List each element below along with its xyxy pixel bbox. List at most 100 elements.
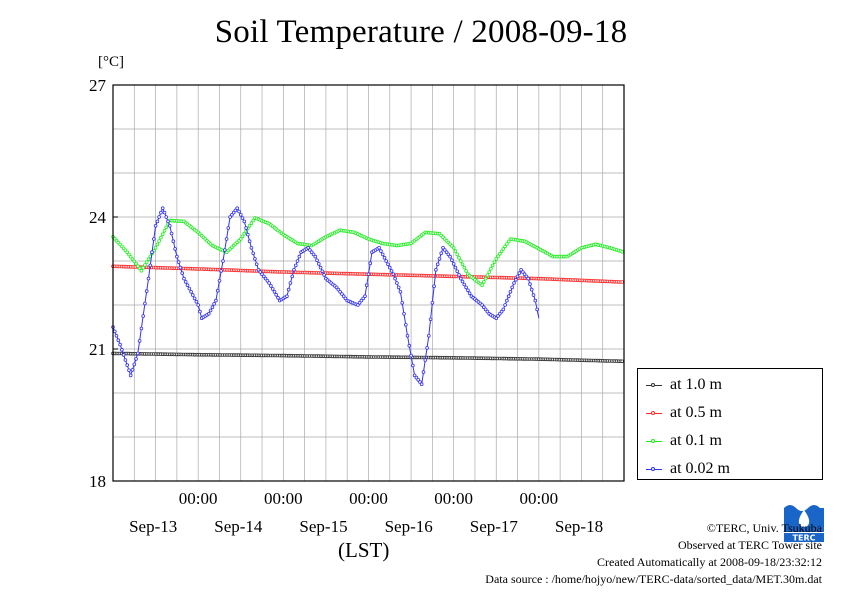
data-point [499, 249, 504, 254]
data-point [128, 254, 133, 259]
data-point [382, 255, 387, 260]
data-point [334, 285, 339, 290]
data-point [426, 333, 431, 338]
data-point [187, 286, 192, 291]
series-layer [111, 206, 625, 387]
data-point [458, 276, 463, 281]
data-point [263, 276, 268, 281]
data-point [306, 246, 311, 250]
data-point [480, 283, 484, 288]
data-point [288, 281, 293, 285]
y-tick-label: 21 [89, 340, 106, 359]
data-point [276, 295, 280, 300]
data-point [240, 216, 245, 220]
data-point [405, 333, 410, 338]
data-point [125, 250, 129, 255]
data-point [198, 309, 202, 314]
data-point [505, 242, 509, 246]
data-point [489, 266, 493, 271]
data-point [428, 317, 433, 322]
data-point [169, 231, 174, 236]
x-tick-time: 00:00 [179, 489, 218, 508]
data-point [251, 218, 256, 223]
data-point [212, 302, 216, 306]
data-point [322, 273, 326, 277]
data-point [481, 280, 486, 284]
data-point [620, 359, 624, 364]
data-point [444, 250, 449, 255]
data-point [451, 262, 456, 266]
data-point [451, 246, 456, 250]
data-point [192, 296, 197, 301]
legend-label: at 0.1 m [670, 432, 722, 449]
data-point [144, 289, 149, 293]
data-point [308, 248, 312, 252]
data-point [214, 298, 218, 303]
y-tick-label: 24 [89, 208, 107, 227]
data-point [338, 289, 342, 294]
axis-labels: 1821242700:00Sep-1300:00Sep-1400:00Sep-1… [89, 76, 603, 536]
data-point [483, 276, 488, 281]
data-point [343, 296, 348, 301]
data-point [258, 270, 263, 274]
data-point [464, 285, 468, 290]
data-point [513, 277, 518, 282]
data-point [421, 370, 426, 374]
data-point [217, 278, 222, 283]
data-point [152, 237, 156, 241]
chart-title: Soil Temperature / 2008-09-18 [214, 14, 628, 50]
x-tick-date: Sep-18 [555, 517, 603, 536]
data-point [434, 267, 438, 272]
data-point [506, 239, 511, 244]
plot-area-frame [112, 84, 625, 482]
data-point [141, 314, 146, 318]
data-point [412, 373, 417, 378]
data-point [485, 309, 490, 314]
data-point [233, 208, 238, 213]
data-point [196, 303, 201, 307]
data-point [247, 224, 252, 228]
legend-label: at 1.0 m [670, 376, 722, 393]
y-axis-unit: [°C] [98, 54, 124, 70]
data-point [164, 215, 169, 219]
data-point [460, 279, 465, 284]
data-point [418, 380, 422, 384]
data-point [290, 274, 295, 279]
series-at-0-1-m [111, 216, 625, 288]
data-point [144, 260, 149, 264]
data-point [414, 375, 419, 380]
credit-created: Created Automatically at 2008-09-18/23:3… [597, 555, 822, 569]
data-point [400, 300, 405, 305]
data-point [529, 287, 534, 292]
series-at-1-0-m [111, 351, 625, 364]
data-point [483, 307, 488, 312]
data-point [492, 260, 497, 264]
data-point [134, 261, 138, 266]
data-point [139, 268, 144, 273]
data-point [267, 281, 271, 285]
data-point [224, 237, 229, 241]
data-point [230, 213, 234, 217]
data-point [503, 303, 507, 307]
x-tick-time: 00:00 [519, 489, 558, 508]
data-point [265, 278, 270, 283]
data-point [508, 289, 513, 294]
data-point [430, 300, 435, 305]
data-point [207, 311, 211, 316]
data-point [157, 239, 161, 243]
data-point [228, 215, 232, 219]
legend-item: at 1.0 m [646, 375, 816, 397]
data-point [309, 250, 314, 255]
data-point [166, 219, 170, 224]
data-point [118, 342, 122, 347]
data-point [490, 263, 495, 268]
data-point [160, 232, 165, 237]
data-point [146, 257, 151, 262]
data-point [393, 276, 397, 281]
data-point [364, 283, 369, 288]
data-point [137, 339, 142, 343]
data-point [160, 206, 165, 211]
data-point [522, 272, 527, 277]
legend-item: at 0.5 m [646, 403, 816, 425]
data-point [180, 271, 185, 275]
